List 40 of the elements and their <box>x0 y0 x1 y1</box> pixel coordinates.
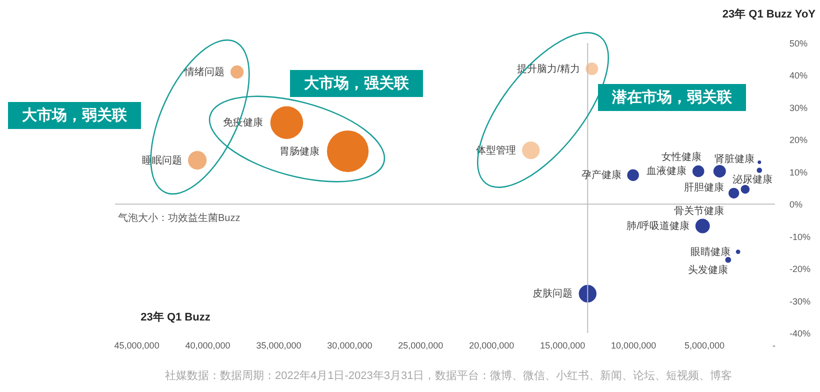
x-tick-label: 25,000,000 <box>398 340 444 350</box>
annotation: 血液健康 <box>646 165 687 178</box>
y-tick-label: -30% <box>790 296 811 306</box>
x-tick-label: 20,000,000 <box>469 340 514 350</box>
y-axis-title: 23年 Q1 Buzz YoY <box>722 8 816 20</box>
annotation: 胃肠健康 <box>279 145 320 158</box>
x-tick-label: 40,000,000 <box>185 340 230 350</box>
annotation: 情绪问题 <box>184 66 225 78</box>
text: 社媒数据：数据周期：2022年4月1日-2023年3月31日，数据平台：微博、微信、小红书、新闻、论坛、短视频、博客 <box>165 368 732 383</box>
annotation: 潜在市场，弱关联 <box>598 84 746 111</box>
annotation: 泌尿健康 <box>732 173 772 186</box>
x-tick-label: - <box>772 340 776 350</box>
annotation: 肾脏健康 <box>714 153 754 166</box>
x-tick-label: 45,000,000 <box>114 340 160 350</box>
y-tick-label: -10% <box>790 232 811 242</box>
annotation: 骨关节健康 <box>674 205 724 218</box>
y-tick-label: 20% <box>790 135 808 146</box>
annotation: 大市场，强关联 <box>290 70 423 97</box>
annotation: 气泡大小：功效益生菌Buzz <box>118 212 240 225</box>
annotation: 眼睛健康 <box>690 246 731 258</box>
y-tick-label: 0% <box>790 200 803 210</box>
y-tick-label: 30% <box>790 102 808 113</box>
y-tick-label: 50% <box>790 38 808 48</box>
annotation: 孕产健康 <box>581 169 622 182</box>
y-tick-label: -20% <box>790 264 811 274</box>
annotation: 大市场，弱关联 <box>8 102 141 129</box>
x-tick-label: 35,000,000 <box>256 340 302 350</box>
y-tick-label: -40% <box>790 328 811 338</box>
annotation: 女性健康 <box>662 151 702 164</box>
y-tick-label: 10% <box>790 167 808 178</box>
annotation: 肺/呼吸道健康 <box>626 220 690 232</box>
x-axis-title: 23年 Q1 Buzz <box>140 310 211 324</box>
x-tick-label: 30,000,000 <box>327 340 372 350</box>
annotation: 皮肤问题 <box>532 288 573 300</box>
x-tick-label: 10,000,000 <box>611 340 656 350</box>
x-tick-label: 5,000,000 <box>684 340 725 350</box>
annotation: 头发健康 <box>688 264 728 276</box>
y-tick-label: 40% <box>790 70 808 81</box>
x-tick-label: 15,000,000 <box>540 340 586 350</box>
annotation: 肝胆健康 <box>684 181 724 194</box>
